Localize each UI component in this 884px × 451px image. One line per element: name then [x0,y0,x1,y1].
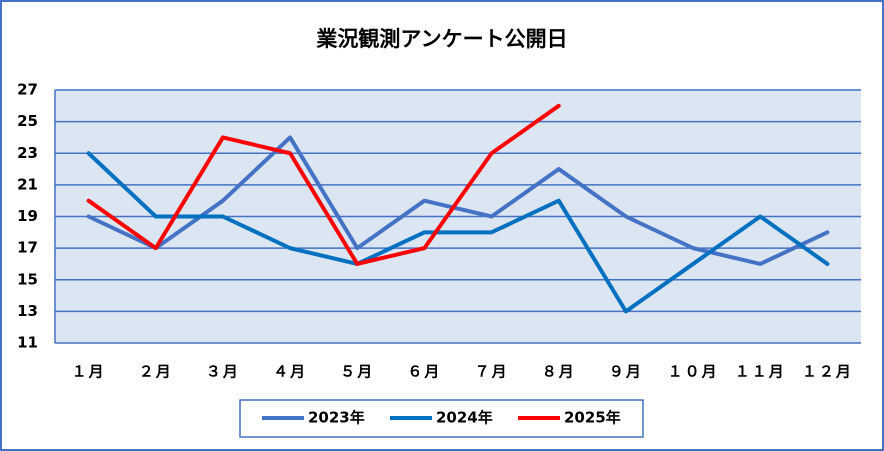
y-tick-label: 21 [17,175,38,193]
y-tick-label: 11 [17,334,38,352]
x-tick-label: ４月 [273,363,307,381]
x-tick-label: ２月 [139,363,173,381]
legend-label: 2025年 [564,409,621,427]
y-tick-label: 13 [17,302,38,320]
y-tick-label: 15 [17,270,38,288]
x-tick-label: ８月 [542,363,576,381]
y-tick-label: 17 [17,239,38,257]
legend-label: 2024年 [436,409,493,427]
x-tick-label: ５月 [340,363,374,381]
chart-title: 業況観測アンケート公開日 [316,27,567,51]
y-tick-label: 23 [17,144,38,162]
y-tick-label: 25 [17,112,38,130]
series-line [86,135,830,266]
x-tick-label: １月 [72,363,106,381]
x-tick-label: ７月 [475,363,509,381]
series-line [86,151,830,314]
x-tick-label: １０月 [668,363,719,381]
x-tick-label: ９月 [609,363,643,381]
x-tick-label: １２月 [802,363,853,381]
legend-box [239,399,644,438]
y-tick-label: 27 [17,81,38,99]
series-line [86,103,561,266]
x-tick-label: １１月 [735,363,786,381]
y-tick-label: 19 [17,207,38,225]
legend-label: 2023年 [308,409,365,427]
x-tick-label: ３月 [206,363,240,381]
x-tick-label: ６月 [407,363,441,381]
